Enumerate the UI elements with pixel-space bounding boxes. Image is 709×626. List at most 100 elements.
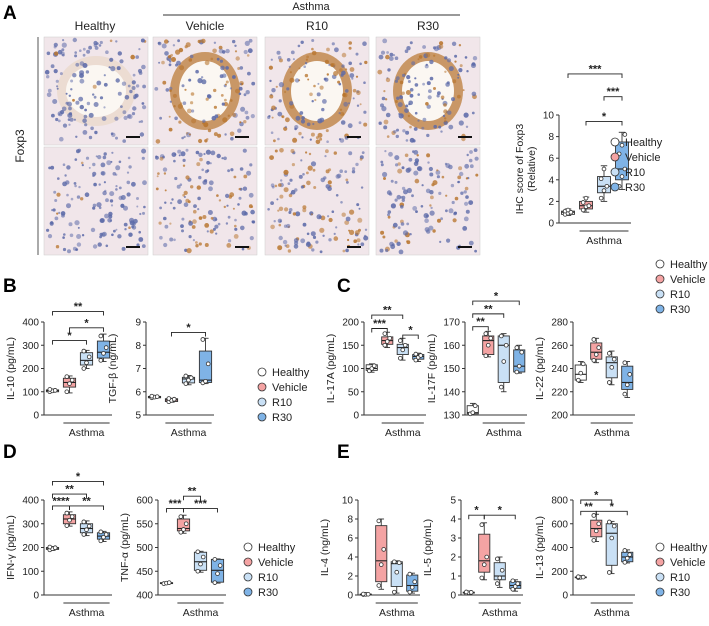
- cell-nucleus: [304, 62, 308, 65]
- cell-nucleus: [397, 168, 403, 174]
- data-point: [98, 529, 104, 535]
- data-point: [371, 363, 377, 369]
- data-point: [606, 351, 612, 356]
- cell-nucleus: [102, 231, 107, 237]
- cell-nucleus: [437, 218, 441, 223]
- cell-nucleus: [471, 91, 477, 97]
- cell-nucleus: [440, 95, 445, 100]
- cell-nucleus: [401, 91, 405, 95]
- cell-nucleus: [438, 125, 442, 129]
- cell-nucleus: [443, 109, 448, 114]
- cell-nucleus: [302, 222, 307, 227]
- significance-stars: **: [476, 316, 485, 328]
- cell-nucleus: [47, 234, 53, 239]
- cell-nucleus: [317, 132, 323, 138]
- cell-nucleus: [238, 196, 242, 200]
- cell-nucleus: [396, 241, 401, 246]
- legend-label-r10: R10: [272, 397, 292, 409]
- cell-nucleus: [464, 201, 469, 206]
- cell-nucleus: [333, 71, 339, 76]
- data-point: [166, 580, 172, 585]
- cell-nucleus: [464, 56, 468, 59]
- cell-nucleus: [364, 228, 368, 231]
- cell-nucleus: [77, 148, 82, 153]
- asthma-label: Asthma: [69, 607, 105, 619]
- cell-nucleus: [79, 73, 84, 78]
- cell-nucleus: [433, 87, 436, 90]
- airway-lumen: [291, 61, 343, 121]
- y-tick-label: 600: [136, 496, 153, 507]
- cell-nucleus: [50, 221, 54, 225]
- cell-nucleus: [213, 132, 218, 137]
- cell-nucleus: [183, 196, 186, 198]
- cell-nucleus: [93, 40, 98, 46]
- cell-nucleus: [458, 68, 463, 73]
- airway-lumen: [66, 65, 126, 117]
- y-tick-label: 170: [443, 318, 460, 329]
- cell-nucleus: [119, 59, 124, 64]
- cell-nucleus: [306, 55, 309, 59]
- y-tick-label: 1: [450, 572, 456, 583]
- cell-nucleus: [48, 166, 51, 170]
- data-point: [407, 571, 413, 577]
- cell-nucleus: [93, 95, 97, 99]
- cell-nucleus: [183, 190, 188, 195]
- cell-nucleus: [232, 75, 236, 79]
- legend-label-healthy: Healthy: [670, 259, 708, 271]
- y-tick-label: 200: [551, 567, 568, 578]
- legend-marker-healthy: [655, 259, 665, 269]
- legend-label-vehicle: Vehicle: [258, 557, 293, 569]
- cell-nucleus: [341, 212, 346, 217]
- tissue-background: [152, 146, 258, 256]
- cell-nucleus: [305, 242, 311, 247]
- cell-nucleus: [115, 173, 118, 176]
- airway-lumen: [402, 61, 454, 121]
- cell-nucleus: [190, 185, 194, 189]
- y-tick-label: 400: [22, 318, 39, 329]
- cell-nucleus: [115, 78, 120, 83]
- legend-label-r10: R10: [670, 289, 690, 301]
- cell-nucleus: [98, 44, 102, 47]
- data-point: [606, 570, 612, 575]
- cell-nucleus: [177, 149, 182, 154]
- data-point: [171, 396, 177, 402]
- cell-nucleus: [66, 203, 71, 209]
- cell-nucleus: [111, 151, 114, 154]
- cell-nucleus: [379, 248, 384, 253]
- cell-nucleus: [111, 233, 114, 237]
- cell-nucleus: [310, 231, 316, 237]
- cell-nucleus: [56, 212, 59, 215]
- cell-nucleus: [178, 47, 184, 53]
- cell-nucleus: [203, 122, 209, 128]
- cell-nucleus: [383, 119, 389, 125]
- cell-nucleus: [417, 58, 420, 61]
- cell-nucleus: [269, 79, 272, 83]
- cell-nucleus: [336, 173, 342, 179]
- cell-nucleus: [443, 103, 447, 107]
- cell-nucleus: [138, 120, 141, 123]
- data-point: [580, 361, 586, 367]
- y-tick-label: 0: [450, 591, 456, 602]
- cell-nucleus: [363, 110, 367, 114]
- significance-stars: *: [474, 505, 479, 517]
- data-point: [69, 514, 75, 519]
- cell-nucleus: [133, 218, 138, 224]
- data-point: [212, 580, 218, 585]
- significance-stars: *: [186, 322, 191, 334]
- cell-nucleus: [216, 57, 220, 61]
- cell-nucleus: [173, 105, 176, 108]
- cell-nucleus: [358, 121, 362, 125]
- data-point: [601, 188, 607, 193]
- y-tick-label: 6: [548, 154, 554, 165]
- cell-nucleus: [430, 195, 434, 200]
- cell-nucleus: [385, 248, 389, 253]
- cell-nucleus: [421, 184, 424, 187]
- cell-nucleus: [46, 51, 51, 56]
- data-point: [183, 373, 189, 379]
- data-point: [47, 387, 53, 392]
- cell-nucleus: [394, 239, 398, 243]
- cell-nucleus: [407, 114, 411, 118]
- cell-nucleus: [281, 115, 284, 118]
- cell-nucleus: [285, 117, 290, 123]
